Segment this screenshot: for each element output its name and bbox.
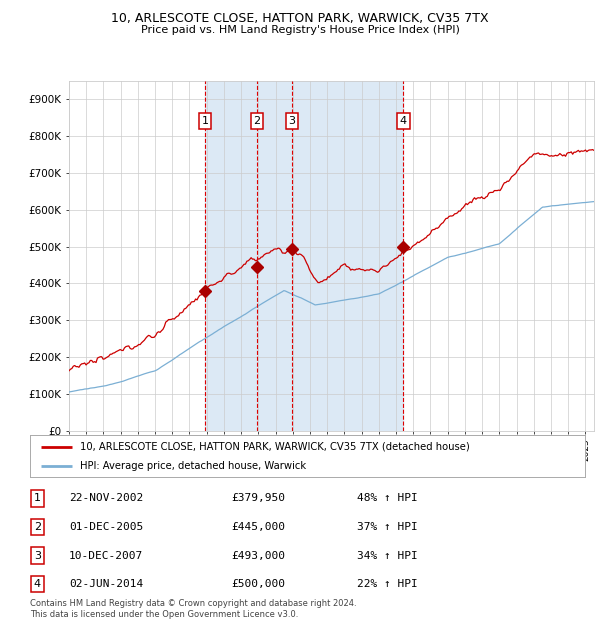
Text: 22-NOV-2002: 22-NOV-2002 — [69, 494, 143, 503]
Text: 02-JUN-2014: 02-JUN-2014 — [69, 579, 143, 589]
Text: 22% ↑ HPI: 22% ↑ HPI — [357, 579, 418, 589]
Text: 01-DEC-2005: 01-DEC-2005 — [69, 522, 143, 532]
Bar — [205, 81, 403, 431]
Text: 3: 3 — [289, 116, 295, 126]
Text: 37% ↑ HPI: 37% ↑ HPI — [357, 522, 418, 532]
Text: 10, ARLESCOTE CLOSE, HATTON PARK, WARWICK, CV35 7TX: 10, ARLESCOTE CLOSE, HATTON PARK, WARWIC… — [111, 12, 489, 25]
Text: £500,000: £500,000 — [231, 579, 285, 589]
Text: Price paid vs. HM Land Registry's House Price Index (HPI): Price paid vs. HM Land Registry's House … — [140, 25, 460, 35]
Text: 3: 3 — [34, 551, 41, 560]
Text: 4: 4 — [400, 116, 407, 126]
Text: Contains HM Land Registry data © Crown copyright and database right 2024.
This d: Contains HM Land Registry data © Crown c… — [30, 600, 356, 619]
Text: 10-DEC-2007: 10-DEC-2007 — [69, 551, 143, 560]
Text: 1: 1 — [34, 494, 41, 503]
Text: £445,000: £445,000 — [231, 522, 285, 532]
Text: £493,000: £493,000 — [231, 551, 285, 560]
Text: 48% ↑ HPI: 48% ↑ HPI — [357, 494, 418, 503]
Text: HPI: Average price, detached house, Warwick: HPI: Average price, detached house, Warw… — [80, 461, 306, 471]
Text: 4: 4 — [34, 579, 41, 589]
Text: 2: 2 — [253, 116, 260, 126]
Text: 1: 1 — [202, 116, 208, 126]
Text: £379,950: £379,950 — [231, 494, 285, 503]
Text: 34% ↑ HPI: 34% ↑ HPI — [357, 551, 418, 560]
Text: 10, ARLESCOTE CLOSE, HATTON PARK, WARWICK, CV35 7TX (detached house): 10, ARLESCOTE CLOSE, HATTON PARK, WARWIC… — [80, 441, 470, 451]
Text: 2: 2 — [34, 522, 41, 532]
